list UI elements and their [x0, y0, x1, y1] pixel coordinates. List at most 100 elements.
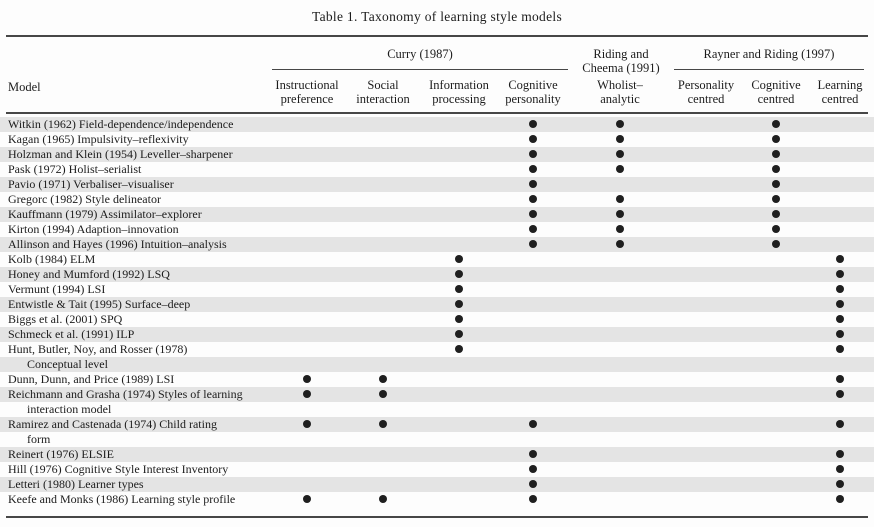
model-cell: Biggs et al. (2001) SPQ: [8, 312, 123, 326]
dot-icon: [836, 315, 844, 323]
dot-icon: [772, 120, 780, 128]
table-row: Conceptual level: [0, 357, 874, 372]
dot-icon: [836, 345, 844, 353]
model-cell: Reichmann and Grasha (1974) Styles of le…: [8, 387, 243, 401]
dot-icon: [616, 150, 624, 158]
dot-icon: [455, 300, 463, 308]
model-cell: Holzman and Klein (1954) Leveller–sharpe…: [8, 147, 233, 161]
dot-icon: [529, 450, 537, 458]
dot-icon: [529, 150, 537, 158]
table-row: Schmeck et al. (1991) ILP: [0, 327, 874, 342]
dot-icon: [836, 300, 844, 308]
column-header-cognitive-centred: Cognitive centred: [738, 78, 814, 106]
group-header-rayner-riding: Rayner and Riding (1997): [674, 47, 864, 61]
table-row: Dunn, Dunn, and Price (1989) LSI: [0, 372, 874, 387]
dot-icon: [529, 225, 537, 233]
table-body: Witkin (1962) Field-dependence/independe…: [0, 117, 874, 507]
table-row: Witkin (1962) Field-dependence/independe…: [0, 117, 874, 132]
column-header-line: personality: [505, 92, 561, 106]
dot-icon: [616, 165, 624, 173]
column-header-line: centred: [687, 92, 725, 106]
column-header-line: Instructional: [275, 78, 339, 92]
table-row: Hunt, Butler, Noy, and Rosser (1978): [0, 342, 874, 357]
dot-icon: [616, 195, 624, 203]
dot-icon: [529, 240, 537, 248]
dot-icon: [772, 240, 780, 248]
dot-icon: [772, 225, 780, 233]
column-header-personality-centred: Personality centred: [664, 78, 748, 106]
dot-icon: [836, 390, 844, 398]
dot-icon: [529, 135, 537, 143]
dot-icon: [836, 285, 844, 293]
table-title: Table 1. Taxonomy of learning style mode…: [311, 9, 563, 24]
dot-icon: [836, 495, 844, 503]
dot-icon: [772, 195, 780, 203]
group-header-line: Curry (1987): [387, 47, 453, 61]
group-header-line: Riding and: [593, 47, 649, 61]
dot-icon: [379, 420, 387, 428]
model-cell: Hill (1976) Cognitive Style Interest Inv…: [8, 462, 229, 476]
model-cell: Dunn, Dunn, and Price (1989) LSI: [8, 372, 175, 386]
dot-icon: [529, 210, 537, 218]
model-cell: Reinert (1976) ELSIE: [8, 447, 114, 461]
dot-icon: [772, 180, 780, 188]
model-cell: Conceptual level: [27, 357, 108, 371]
column-header-line: centred: [757, 92, 795, 106]
model-cell: Hunt, Butler, Noy, and Rosser (1978): [8, 342, 188, 356]
model-cell: Honey and Mumford (1992) LSQ: [8, 267, 170, 281]
dot-icon: [616, 135, 624, 143]
column-header-line: Social: [367, 78, 399, 92]
model-cell: Schmeck et al. (1991) ILP: [8, 327, 135, 341]
group-header-riding-cheema: Riding and Cheema (1991): [568, 47, 674, 75]
model-cell: Ramirez and Castenada (1974) Child ratin…: [8, 417, 217, 431]
table-row: Kagan (1965) Impulsivity–reflexivity: [0, 132, 874, 147]
column-header-line: Learning: [817, 78, 863, 92]
column-header-information-processing: Information processing: [419, 78, 499, 106]
table-row: Biggs et al. (2001) SPQ: [0, 312, 874, 327]
bottom-rule: [6, 516, 868, 518]
model-cell: Kagan (1965) Impulsivity–reflexivity: [8, 132, 189, 146]
header-rule: [6, 112, 868, 114]
table-row: Reichmann and Grasha (1974) Styles of le…: [0, 387, 874, 402]
column-header-social-interaction: Social interaction: [345, 78, 421, 106]
dot-icon: [455, 285, 463, 293]
dot-icon: [529, 420, 537, 428]
table-row: interaction model: [0, 402, 874, 417]
column-header-wholist-analytic: Wholist– analytic: [578, 78, 662, 106]
model-cell: Gregorc (1982) Style delineator: [8, 192, 161, 206]
dot-icon: [455, 330, 463, 338]
dot-icon: [303, 420, 311, 428]
top-rule: [6, 35, 868, 37]
rayner-group-underline: [674, 69, 864, 70]
column-header-line: centred: [821, 92, 859, 106]
dot-icon: [616, 240, 624, 248]
dot-icon: [836, 375, 844, 383]
column-header-line: Wholist–: [597, 78, 643, 92]
group-header-curry: Curry (1987): [272, 47, 568, 61]
table-row: Ramirez and Castenada (1974) Child ratin…: [0, 417, 874, 432]
table-row: Letteri (1980) Learner types: [0, 477, 874, 492]
dot-icon: [303, 375, 311, 383]
dot-icon: [836, 450, 844, 458]
model-cell: Pask (1972) Holist–serialist: [8, 162, 142, 176]
column-header-line: preference: [280, 92, 334, 106]
table-row: Kauffmann (1979) Assimilator–explorer: [0, 207, 874, 222]
dot-icon: [772, 165, 780, 173]
table-row: Vermunt (1994) LSI: [0, 282, 874, 297]
dot-icon: [455, 270, 463, 278]
column-header-line: processing: [432, 92, 486, 106]
column-header-instructional-preference: Instructional preference: [269, 78, 345, 106]
dot-icon: [529, 195, 537, 203]
column-header-cognitive-personality: Cognitive personality: [491, 78, 575, 106]
dot-icon: [772, 210, 780, 218]
curry-group-underline: [272, 69, 568, 70]
group-header-line: Cheema (1991): [582, 61, 660, 75]
model-cell: Kirton (1994) Adaption–innovation: [8, 222, 179, 236]
column-header-line: interaction: [356, 92, 410, 106]
table-row: Entwistle & Tait (1995) Surface–deep: [0, 297, 874, 312]
model-cell: Witkin (1962) Field-dependence/independe…: [8, 117, 234, 131]
dot-icon: [836, 270, 844, 278]
dot-icon: [379, 390, 387, 398]
dot-icon: [616, 225, 624, 233]
